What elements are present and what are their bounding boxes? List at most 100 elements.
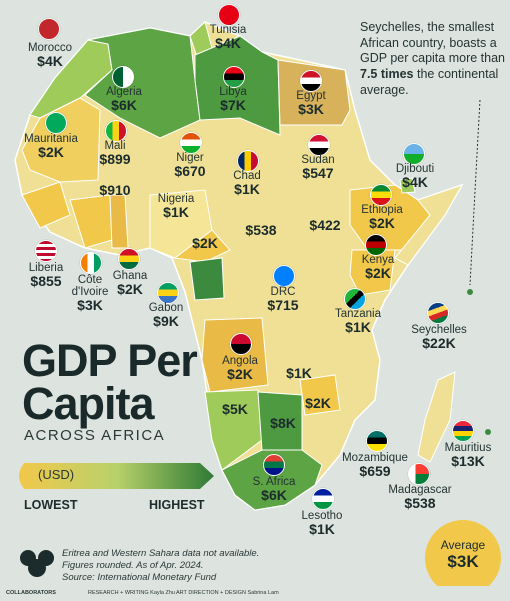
- label-namibia: $5K: [222, 401, 248, 417]
- label-liberia: Liberia $855: [28, 262, 64, 290]
- lesotho-flag-icon: [312, 488, 334, 510]
- label-zimbabwe: $2K: [305, 395, 331, 411]
- region-kenya: [349, 249, 396, 296]
- title-line-2: Capita: [22, 377, 155, 429]
- kenya-flag-icon: [365, 234, 387, 256]
- mozambique-flag-icon: [366, 430, 388, 452]
- region-algeria: [84, 27, 201, 139]
- label-libya: Libya $7K: [219, 86, 247, 114]
- page-title: GDP Per Capita: [22, 335, 198, 429]
- seychelles-callout: Seychelles, the smallest African country…: [360, 20, 508, 98]
- legend-highest-label: HIGHEST: [149, 498, 205, 512]
- title-line-1: GDP Per: [22, 335, 198, 386]
- label-egypt: Egypt $3K: [296, 90, 326, 118]
- algeria-flag-icon: [112, 66, 134, 88]
- callout-line: [469, 99, 481, 286]
- callout-part2: the continental average.: [360, 66, 499, 97]
- label-sudan: Sudan $547: [301, 154, 335, 182]
- credits-brand: COLLABORATORS: [6, 590, 56, 596]
- label-cote-divoire: Côte d'Ivoire $3K: [71, 274, 109, 314]
- label-ghana: Ghana $2K: [112, 270, 148, 298]
- credits-research: RESEARCH + WRITING Kayla Zhu: [88, 590, 175, 596]
- region-ghana: [109, 194, 129, 249]
- djibouti-flag-icon: [403, 143, 425, 165]
- south-africa-flag-icon: [263, 454, 285, 476]
- ethiopia-flag-icon: [370, 184, 392, 206]
- island-mauritius: [485, 429, 491, 435]
- region-cameroon: [173, 229, 231, 263]
- africa-continent: [14, 21, 464, 511]
- region-guinea: [21, 181, 71, 229]
- mauritania-flag-icon: [45, 112, 67, 134]
- label-zambia: $1K: [286, 365, 312, 381]
- madagascar-flag-icon: [408, 463, 430, 485]
- ghana-flag-icon: [118, 248, 140, 270]
- note-line-3: Source: International Monetary Fund: [62, 571, 217, 583]
- tanzania-flag-icon: [344, 288, 366, 310]
- label-algeria: Algeria $6K: [106, 86, 142, 114]
- average-badge: Average $3K: [425, 520, 501, 596]
- label-nigeria: Nigeria $1K: [157, 193, 195, 221]
- credits-design: ART DIRECTION + DESIGN Sabrina Lam: [176, 590, 279, 596]
- angola-flag-icon: [230, 333, 252, 355]
- label-south-sudan: $422: [309, 217, 341, 233]
- label-seychelles: Seychelles $22K: [411, 324, 467, 352]
- label-niger: Niger $670: [174, 152, 206, 180]
- label-botswana: $8K: [270, 415, 296, 431]
- liberia-flag-icon: [35, 240, 57, 262]
- seychelles-flag-icon: [427, 302, 449, 324]
- label-mauritania: Mauritania $2K: [24, 133, 78, 161]
- region-madagascar: [417, 371, 456, 463]
- logo-icon: [20, 550, 54, 577]
- callout-emphasis: 7.5 times: [360, 66, 414, 81]
- region-south-africa: [221, 449, 323, 511]
- sudan-flag-icon: [308, 134, 330, 156]
- mauritius-flag-icon: [452, 420, 474, 442]
- island-seychelles: [467, 289, 473, 295]
- notes: Eritrea and Western Sahara data not avai…: [62, 548, 259, 584]
- note-line-1: Eritrea and Western Sahara data not avai…: [62, 548, 260, 559]
- region-angola: [201, 317, 269, 393]
- drc-flag-icon: [273, 265, 295, 287]
- cote-divoire-flag-icon: [80, 252, 102, 274]
- label-lesotho: Lesotho $1K: [301, 510, 343, 538]
- region-egypt: [277, 59, 351, 126]
- label-burkina: $910: [99, 182, 131, 198]
- credits-bar: COLLABORATORS RESEARCH + WRITING Kayla Z…: [0, 586, 510, 601]
- label-mozambique: Mozambique $659: [342, 452, 408, 480]
- average-value: $3K: [447, 552, 479, 571]
- label-mauritius: Mauritius $13K: [444, 442, 492, 470]
- region-mauritania: [21, 97, 101, 183]
- label-ethiopia: Ethiopia $2K: [361, 204, 403, 232]
- label-tanzania: Tanzania $1K: [334, 308, 382, 336]
- label-mali: Mali $899: [99, 140, 131, 168]
- niger-flag-icon: [180, 132, 202, 154]
- callout-part1: Seychelles, the smallest African country…: [360, 20, 505, 66]
- region-djibouti: [399, 177, 416, 194]
- label-tunisia: Tunisia $4K: [209, 24, 247, 52]
- region-namibia: [204, 389, 263, 471]
- legend-unit: (USD): [38, 467, 75, 482]
- average-label: Average: [440, 538, 486, 552]
- label-drc: DRC $715: [267, 286, 299, 314]
- label-angola: Angola $2K: [222, 355, 258, 383]
- label-chad: Chad $1K: [233, 170, 261, 198]
- label-car: $538: [245, 222, 277, 238]
- morocco-flag-icon: [38, 18, 60, 40]
- note-line-2: Figures rounded. As of Apr. 2024.: [62, 559, 204, 571]
- region-somalia: [394, 184, 464, 266]
- label-madagascar: Madagascar $538: [388, 484, 452, 512]
- label-kenya: Kenya $2K: [361, 254, 395, 282]
- legend-lowest-label: LOWEST: [24, 498, 78, 512]
- tunisia-flag-icon: [218, 4, 240, 26]
- label-djibouti: Djibouti $4K: [395, 163, 435, 191]
- label-south-africa: S. Africa $6K: [252, 476, 296, 504]
- region-zimbabwe: [299, 374, 341, 416]
- egypt-flag-icon: [300, 70, 322, 92]
- legend-gradient-arrow: [19, 463, 214, 489]
- region-gabon: [189, 257, 225, 301]
- label-morocco: Morocco $4K: [27, 42, 73, 70]
- libya-flag-icon: [223, 66, 245, 88]
- label-cameroon: $2K: [192, 235, 218, 251]
